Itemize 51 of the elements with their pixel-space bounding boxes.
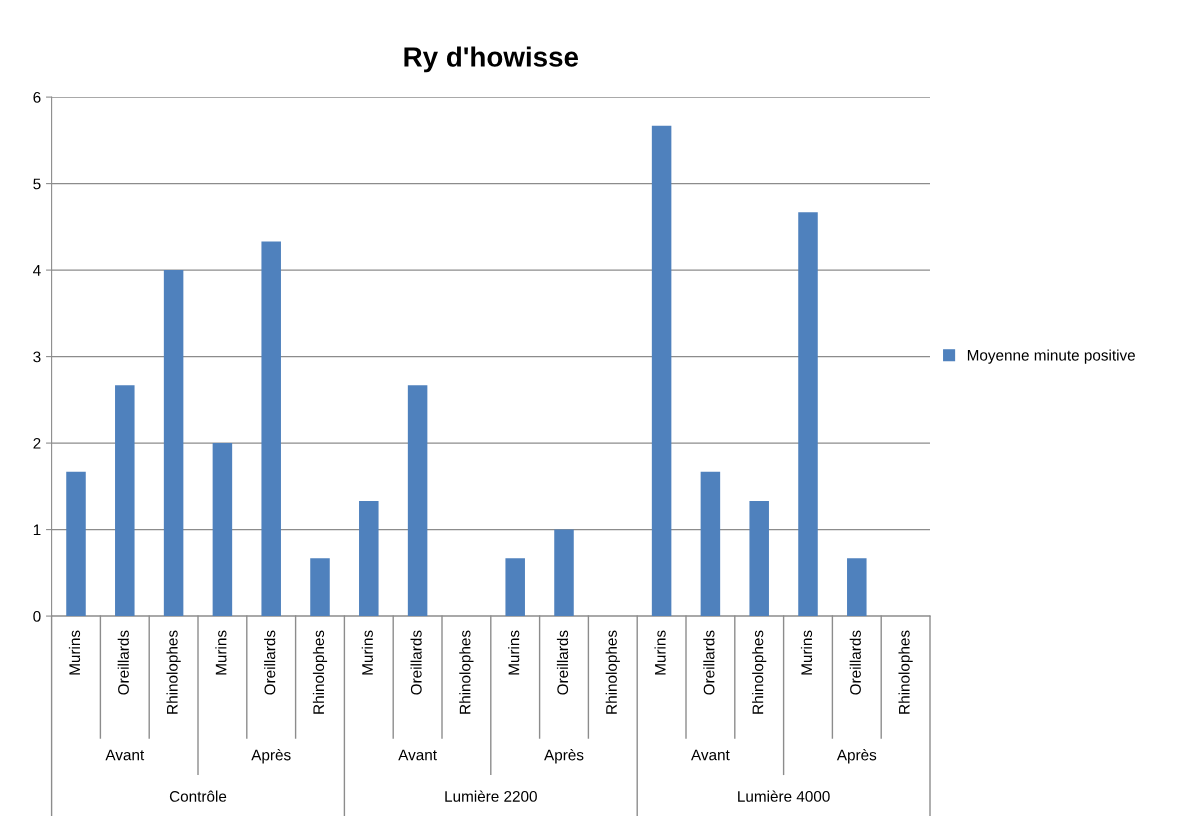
y-tick-label: 0 [33,610,41,622]
text: Lumière 2200 [445,790,537,802]
bar [407,385,428,617]
chart-title: Ry d'howisse [404,46,579,73]
bar [749,501,769,617]
x-tick-label: Murins [800,630,813,675]
text: Avant [105,749,145,761]
text: Après [836,748,877,764]
x-tick-label: Rhinolophes [459,630,474,714]
bar [115,385,135,617]
x-tick-label: Rhinolophes [605,630,620,714]
bar [554,529,574,617]
x-tick-label: Rhinolophes [312,630,328,714]
x-tick-label: Oreillards [117,630,129,695]
y-tick-label: 5 [33,178,41,190]
y-tick-label: 2 [33,437,41,449]
bar [505,558,525,617]
x-tick-label: Murins [508,630,520,675]
bar [847,558,867,617]
x-tick-label: Murins [215,630,227,675]
text: Avant [691,749,730,761]
bar [798,212,818,617]
y-tick-label: 4 [33,265,41,276]
bar [651,125,672,617]
x-tick-label: Oreillards [556,630,569,695]
bar [66,471,86,617]
x-tick-label: Rhinolophes [898,630,913,714]
y-tick-label: 1 [33,524,41,536]
text: Après [251,748,291,764]
bar [359,501,379,617]
x-tick-label: Murins [361,630,373,675]
x-tick-label: Oreillards [410,630,422,695]
y-tick-label: 3 [33,351,41,363]
bar [261,241,281,617]
bar [212,443,233,617]
x-tick-label: Murins [68,630,81,675]
bar [310,558,330,617]
x-tick-label: Oreillards [264,630,276,695]
bar [700,471,721,617]
x-tick-label: Oreillards [703,630,715,695]
x-tick-label: Rhinolophes [166,630,181,714]
legend-label: Moyenne minute positive [967,349,1135,364]
text: Contrôle [169,790,227,802]
x-tick-label: Murins [654,630,666,675]
y-tick-label: 6 [33,91,41,103]
text: Lumière 4000 [738,790,830,802]
x-tick-label: Rhinolophes [752,630,767,714]
bar [163,270,184,617]
x-tick-label: Oreillards [849,630,861,695]
text: Après [544,748,584,764]
text: Avant [398,749,437,761]
